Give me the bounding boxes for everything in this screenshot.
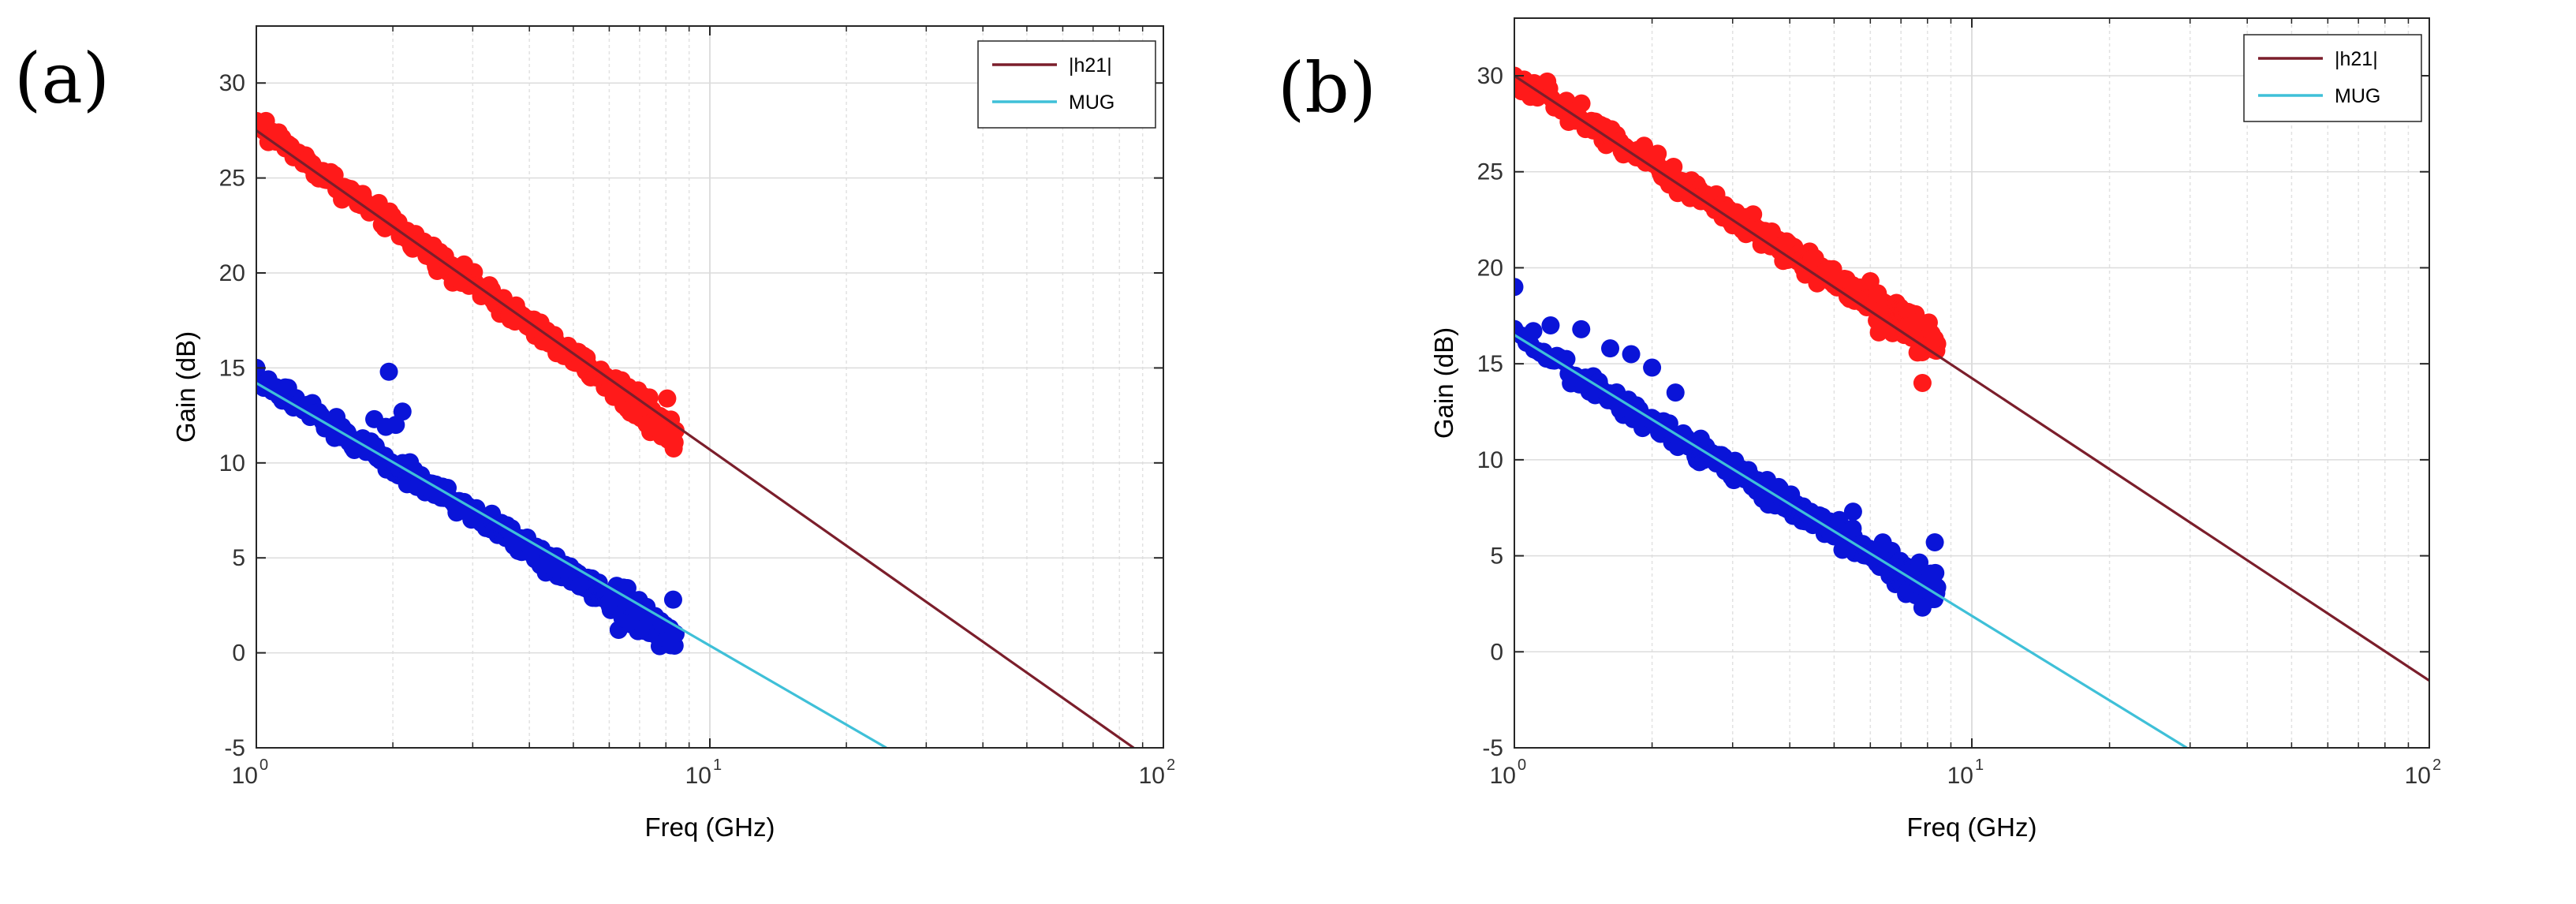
y-tick-label: 5	[1490, 544, 1503, 570]
fit-line-h21	[256, 129, 1135, 748]
x-tick-label: 10	[685, 763, 711, 789]
scatter-point	[658, 389, 677, 408]
y-axis-label: Gain (dB)	[171, 331, 200, 443]
panel-label: (b)	[1278, 47, 1376, 129]
x-axis-label: Freq (GHz)	[645, 812, 775, 842]
scatter-point	[661, 425, 680, 444]
scatter-point	[1585, 379, 1604, 398]
legend-label: MUG	[2335, 85, 2380, 107]
legend-label: MUG	[1069, 92, 1114, 114]
scatter-point	[1664, 157, 1683, 176]
scatter-point	[1843, 502, 1862, 521]
scatter-point	[376, 417, 395, 436]
scatter-point	[1925, 330, 1944, 349]
data-layer	[256, 111, 1135, 748]
x-tick-exponent: 0	[259, 756, 268, 774]
scatter-point	[663, 590, 682, 609]
scatter-point	[1572, 94, 1591, 113]
scatter-point	[1913, 374, 1932, 392]
y-tick-label: 0	[1490, 639, 1503, 665]
y-tick-label: 30	[1477, 63, 1503, 89]
scatter-point	[1925, 533, 1944, 552]
y-tick-label: 20	[219, 260, 245, 286]
y-tick-label: 10	[1477, 447, 1503, 473]
y-tick-label: 10	[219, 450, 245, 476]
legend-label: |h21|	[1069, 54, 1112, 77]
y-tick-label: 20	[1477, 255, 1503, 281]
y-tick-label: -5	[1482, 735, 1503, 761]
scatter-point	[379, 362, 398, 381]
x-tick-exponent: 1	[1975, 756, 1984, 774]
scatter-point	[1913, 598, 1932, 617]
x-tick-exponent: 2	[1167, 756, 1175, 774]
grid	[1514, 18, 2429, 748]
scatter-point	[269, 123, 288, 142]
legend-label: |h21|	[2335, 48, 2378, 70]
scatter-point	[618, 578, 637, 597]
scatter-point	[1538, 72, 1557, 91]
y-tick-label: 15	[219, 355, 245, 381]
scatter-point	[1622, 345, 1641, 364]
scatter-point	[1601, 339, 1620, 358]
x-axis-label: Freq (GHz)	[1907, 812, 2037, 842]
y-tick-label: 25	[219, 166, 245, 192]
scatter-point	[1541, 316, 1560, 334]
y-tick-label: -5	[224, 735, 245, 761]
scatter-point	[1524, 322, 1543, 341]
scatter-point	[256, 111, 275, 130]
data-layer	[1514, 66, 2429, 748]
scatter-point	[1861, 271, 1880, 290]
scatter-point	[1514, 278, 1524, 297]
scatter-point	[1648, 144, 1667, 163]
scatter-series-h21	[256, 111, 685, 458]
x-tick-label: 10	[1139, 763, 1165, 789]
x-tick-exponent: 2	[2432, 756, 2441, 774]
scatter-point	[1643, 358, 1662, 377]
y-tick-label: 0	[232, 641, 245, 667]
legend-box	[2243, 34, 2422, 122]
scatter-point	[1910, 553, 1929, 572]
y-tick-label: 25	[1477, 159, 1503, 185]
fit-line-h21	[1514, 74, 2429, 682]
y-axis-label: Gain (dB)	[1429, 327, 1458, 439]
x-tick-exponent: 1	[713, 756, 722, 774]
fit-line-mug	[1514, 334, 2188, 748]
panel-label: (a)	[14, 38, 110, 119]
legend-box	[977, 40, 1156, 129]
scatter-point	[393, 402, 412, 421]
scatter-point	[1926, 563, 1945, 582]
scatter-point	[1666, 383, 1685, 402]
x-tick-label: 10	[1947, 763, 1973, 789]
x-tick-label: 10	[232, 763, 258, 789]
legend: |h21| MUG	[2243, 34, 2422, 122]
x-tick-label: 10	[2405, 763, 2431, 789]
x-tick-exponent: 0	[1518, 756, 1526, 774]
scatter-point	[1869, 323, 1888, 342]
grid	[256, 26, 1163, 748]
y-tick-label: 15	[1477, 351, 1503, 377]
scatter-series-mug	[256, 358, 685, 656]
scatter-point	[661, 636, 680, 655]
y-tick-label: 5	[232, 545, 245, 571]
y-tick-label: 30	[219, 70, 245, 96]
scatter-point	[1572, 319, 1591, 338]
fit-line-mug	[256, 382, 887, 748]
legend: |h21| MUG	[977, 40, 1156, 129]
x-tick-label: 10	[1490, 763, 1516, 789]
